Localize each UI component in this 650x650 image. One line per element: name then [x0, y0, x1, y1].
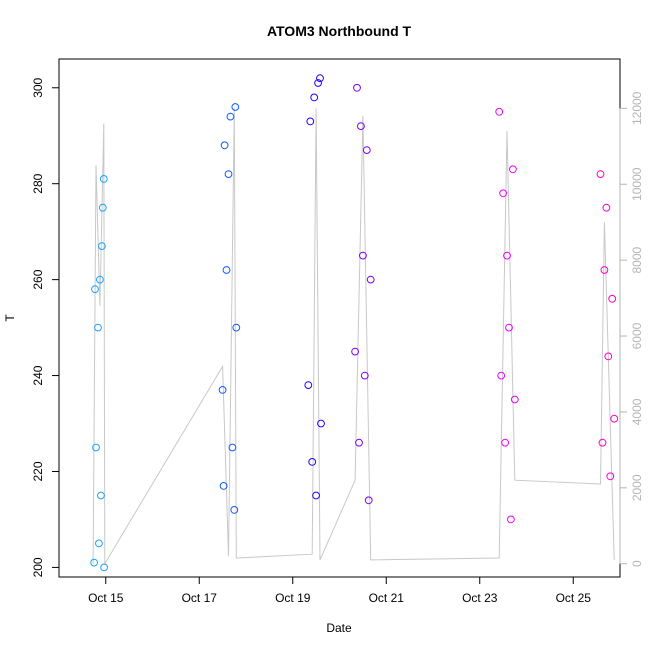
- series-6: [596, 170, 619, 481]
- data-point: [99, 175, 108, 183]
- data-point: [604, 352, 613, 361]
- data-point: [596, 170, 605, 179]
- x-tick-label: Oct 23: [462, 591, 498, 605]
- data-point: [501, 438, 510, 447]
- chart-title: ATOM3 Northbound T: [267, 23, 412, 39]
- data-point: [98, 242, 106, 251]
- series-4: [351, 83, 375, 505]
- data-point: [220, 141, 229, 150]
- secondary-series-layer: [92, 108, 615, 566]
- data-point: [606, 472, 615, 481]
- y-tick-label: 240: [31, 365, 45, 385]
- data-point: [359, 251, 367, 260]
- x-tick-label: Oct 15: [88, 591, 124, 605]
- data-point: [230, 506, 239, 514]
- data-point: [598, 438, 607, 447]
- data-point: [314, 79, 323, 87]
- secondary-series-line: [92, 108, 615, 566]
- data-point: [505, 323, 513, 332]
- data-point: [351, 347, 360, 356]
- y2-tick-label: 0: [630, 560, 644, 567]
- data-point: [317, 419, 325, 428]
- data-point: [499, 189, 508, 198]
- x-tick-label: Oct 21: [369, 591, 405, 605]
- data-point: [91, 285, 99, 294]
- data-point: [100, 563, 108, 572]
- data-point: [610, 414, 619, 423]
- data-point: [308, 458, 317, 466]
- data-point: [90, 558, 98, 567]
- y-axis-label: T: [3, 314, 17, 322]
- data-point: [495, 107, 504, 116]
- data-point: [316, 74, 324, 83]
- data-point: [97, 491, 105, 500]
- series-3: [304, 74, 325, 500]
- data-point: [310, 93, 319, 102]
- y2-tick-label: 8000: [630, 246, 644, 273]
- data-point: [510, 395, 519, 404]
- data-point: [353, 83, 361, 92]
- data-point: [224, 170, 233, 179]
- y2-tick-label: 2000: [630, 474, 644, 501]
- data-point: [95, 539, 103, 548]
- data-point: [228, 443, 237, 452]
- y2-tick-label: 4000: [630, 398, 644, 425]
- data-point: [304, 381, 313, 390]
- series-2: [218, 103, 241, 514]
- data-point: [360, 371, 369, 380]
- data-point: [602, 203, 611, 212]
- data-point: [366, 275, 375, 284]
- y2-tick-label: 12000: [630, 91, 644, 125]
- data-point: [357, 122, 365, 130]
- data-point: [226, 112, 235, 121]
- data-point: [364, 496, 373, 505]
- data-point: [231, 103, 240, 111]
- y-tick-label: 300: [31, 77, 45, 97]
- data-point: [312, 491, 321, 500]
- y-axis: 200 220 240 260 280 300: [31, 77, 60, 577]
- data-point: [497, 371, 506, 380]
- x-tick-label: Oct 17: [182, 591, 218, 605]
- data-point: [509, 165, 517, 174]
- data-point: [218, 386, 227, 394]
- data-point: [222, 266, 231, 274]
- x-axis-label: Date: [326, 621, 352, 635]
- data-point: [94, 323, 102, 332]
- data-point: [507, 515, 515, 524]
- data-point: [600, 266, 609, 274]
- series-1: [90, 175, 108, 572]
- data-point: [96, 275, 104, 284]
- data-point: [355, 438, 363, 447]
- data-point: [98, 203, 107, 212]
- x-tick-label: Oct 25: [556, 591, 592, 605]
- y-tick-label: 220: [31, 461, 45, 481]
- y2-tick-label: 6000: [630, 322, 644, 349]
- y-tick-label: 280: [31, 173, 45, 193]
- series-5: [495, 107, 519, 524]
- data-point: [362, 146, 371, 155]
- x-tick-label: Oct 19: [275, 591, 311, 605]
- y2-tick-label: 10000: [630, 167, 644, 201]
- y-tick-label: 260: [31, 269, 45, 289]
- data-points-layer: [90, 74, 619, 572]
- data-point: [232, 323, 241, 332]
- data-point: [306, 117, 315, 126]
- secondary-y-axis: 0 2000 4000 6000 8000 10000 12000: [619, 91, 644, 567]
- data-point: [503, 251, 511, 260]
- data-point: [92, 443, 100, 452]
- data-point: [219, 482, 228, 490]
- y-tick-label: 200: [31, 557, 45, 577]
- data-point: [608, 294, 617, 303]
- x-axis: Oct 15 Oct 17 Oct 19 Oct 21 Oct 23 Oct 25: [88, 576, 592, 605]
